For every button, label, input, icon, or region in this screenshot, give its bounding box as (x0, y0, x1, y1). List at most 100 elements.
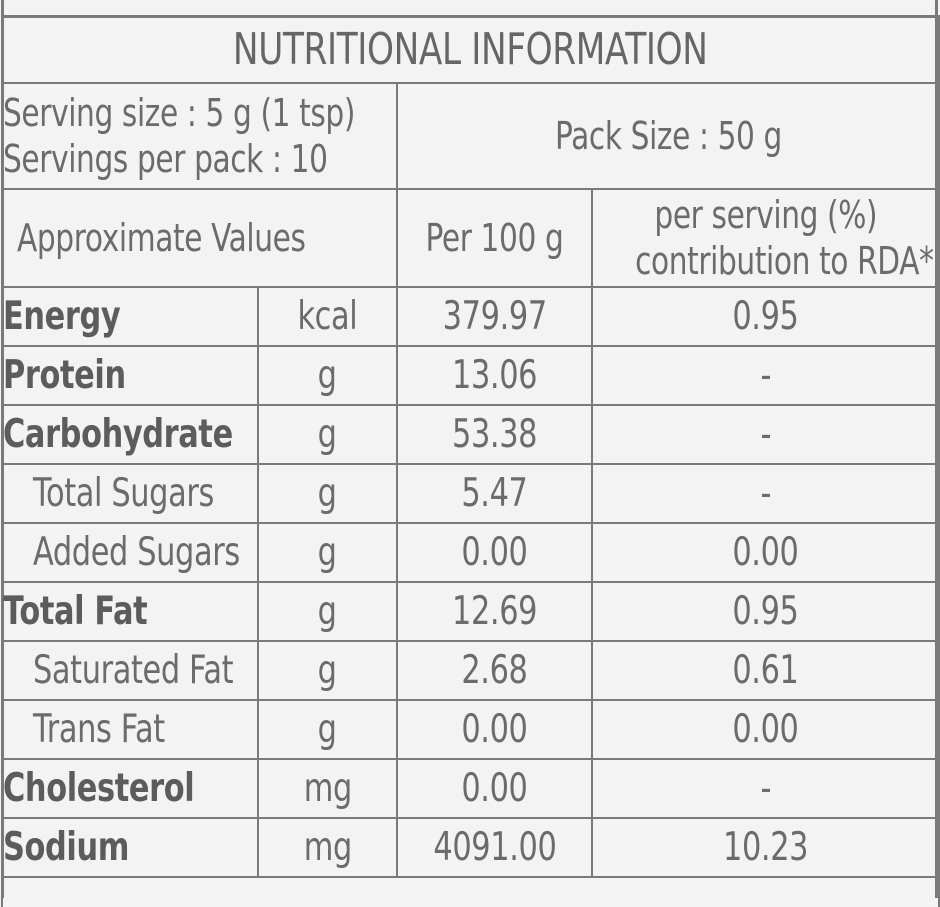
nutrient-name: Carbohydrate (3, 411, 233, 457)
nutrient-per100: 13.06 (451, 352, 538, 398)
header-rda-line1: per serving (%) (654, 192, 877, 237)
nutrient-per100: 5.47 (461, 470, 528, 516)
nutrient-name-cell: Trans Fat (1, 698, 259, 760)
nutrient-name-cell: Energy (1, 285, 259, 347)
nutrient-per100: 0.00 (461, 706, 528, 752)
nutrient-name-cell: Total Fat (1, 580, 259, 642)
nutrient-rda-cell: 0.95 (591, 580, 940, 642)
nutrient-per100: 4091.00 (432, 824, 557, 870)
nutrient-unit-cell: g (257, 403, 398, 465)
nutrient-row: Carbohydrate g 53.38 - (1, 403, 940, 465)
nutrient-row: Cholesterol mg 0.00 - (1, 757, 940, 819)
header-per100-text: Per 100 g (425, 215, 564, 260)
header-rda: per serving (%) contribution to RDA* (591, 187, 940, 288)
nutrient-unit-cell: g (257, 698, 398, 760)
nutrient-per100-cell: 5.47 (396, 462, 593, 524)
nutrient-unit-cell: mg (257, 816, 398, 878)
nutrient-unit: mg (303, 824, 352, 870)
nutrient-rda: - (760, 765, 771, 811)
nutrient-unit: g (318, 706, 337, 752)
nutrient-rda-cell: 0.61 (591, 639, 940, 701)
nutrient-per100: 12.69 (451, 588, 538, 634)
nutrient-per100-cell: 0.00 (396, 698, 593, 760)
nutrient-per100: 379.97 (442, 293, 547, 339)
nutrient-rda: - (760, 352, 771, 398)
nutrient-name-cell: Cholesterol (1, 757, 259, 819)
nutrient-rda: 0.00 (732, 706, 799, 752)
nutrient-unit-cell: g (257, 344, 398, 406)
nutrient-name: Trans Fat (33, 706, 165, 752)
nutrient-rda-cell: - (591, 344, 940, 406)
nutrient-per100: 2.68 (461, 647, 528, 693)
nutrient-row: Protein g 13.06 - (1, 344, 940, 406)
nutrient-rda: 0.00 (732, 529, 799, 575)
nutrient-unit-cell: g (257, 639, 398, 701)
nutrient-row: Trans Fat g 0.00 0.00 (1, 698, 940, 760)
nutrient-row: Sodium mg 4091.00 10.23 (1, 816, 940, 878)
nutrient-per100: 53.38 (451, 411, 538, 457)
nutrient-rda-cell: 10.23 (591, 816, 940, 878)
nutrient-per100-cell: 0.00 (396, 757, 593, 819)
nutrient-rda: 0.95 (732, 588, 799, 634)
servings-per-pack: Servings per pack : 10 (3, 136, 328, 181)
nutrient-name: Added Sugars (33, 529, 240, 575)
header-rda-line2: contribution to RDA* (635, 238, 934, 283)
nutrient-unit-cell: g (257, 462, 398, 524)
nutrient-rda-cell: - (591, 757, 940, 819)
nutrient-name: Energy (3, 293, 121, 339)
nutrient-row: Total Fat g 12.69 0.95 (1, 580, 940, 642)
nutrient-rda-cell: 0.95 (591, 285, 940, 347)
nutrient-unit-cell: g (257, 580, 398, 642)
nutrient-rda: 10.23 (722, 824, 809, 870)
nutrient-unit: g (318, 647, 337, 693)
footer-cell (1, 875, 940, 907)
nutrient-per100-cell: 13.06 (396, 344, 593, 406)
nutrient-rda: 0.95 (732, 293, 799, 339)
nutrient-unit: g (318, 588, 337, 634)
nutrient-name-cell: Sodium (1, 816, 259, 878)
nutrient-rda-cell: - (591, 403, 940, 465)
nutrient-unit-cell: kcal (257, 285, 398, 347)
nutrient-rda-cell: 0.00 (591, 521, 940, 583)
nutrient-name: Cholesterol (3, 765, 195, 811)
nutrient-row: Added Sugars g 0.00 0.00 (1, 521, 940, 583)
header-approx-text: Approximate Values (17, 215, 306, 260)
nutrient-name: Total Sugars (33, 470, 214, 516)
nutrient-name-cell: Saturated Fat (1, 639, 259, 701)
footer-row (1, 875, 940, 907)
serving-info: Serving size : 5 g (1 tsp) Servings per … (1, 81, 398, 190)
nutrient-unit: g (318, 352, 337, 398)
nutrient-rda: - (760, 470, 771, 516)
table-title: NUTRITIONAL INFORMATION (1, 15, 940, 84)
nutrient-name: Sodium (3, 824, 130, 870)
nutrient-row: Total Sugars g 5.47 - (1, 462, 940, 524)
nutrient-rda-cell: - (591, 462, 940, 524)
nutrient-per100-cell: 53.38 (396, 403, 593, 465)
nutrient-per100-cell: 379.97 (396, 285, 593, 347)
pack-size-cell: Pack Size : 50 g (396, 81, 940, 190)
nutrient-per100-cell: 0.00 (396, 521, 593, 583)
header-per100: Per 100 g (396, 187, 593, 288)
nutrient-rda: 0.61 (732, 647, 799, 693)
nutrient-unit-cell: mg (257, 757, 398, 819)
nutrient-per100-cell: 2.68 (396, 639, 593, 701)
serving-size: Serving size : 5 g (1 tsp) (3, 90, 355, 135)
nutrient-name-cell: Total Sugars (1, 462, 259, 524)
nutrient-rda: - (760, 411, 771, 457)
header-approx: Approximate Values (1, 187, 398, 288)
nutrient-unit-cell: g (257, 521, 398, 583)
nutrient-unit: g (318, 411, 337, 457)
nutrient-per100-cell: 4091.00 (396, 816, 593, 878)
nutrient-row: Saturated Fat g 2.68 0.61 (1, 639, 940, 701)
nutrient-unit: mg (303, 765, 352, 811)
nutrient-name-cell: Added Sugars (1, 521, 259, 583)
nutrient-unit: g (318, 470, 337, 516)
title-text: NUTRITIONAL INFORMATION (233, 24, 708, 76)
nutrition-table: NUTRITIONAL INFORMATION Serving size : 5… (1, 15, 940, 907)
nutrient-unit: g (318, 529, 337, 575)
nutrient-name-cell: Protein (1, 344, 259, 406)
nutrient-per100-cell: 12.69 (396, 580, 593, 642)
pack-size: Pack Size : 50 g (554, 113, 782, 158)
nutrient-per100: 0.00 (461, 765, 528, 811)
nutrient-name: Protein (3, 352, 126, 398)
